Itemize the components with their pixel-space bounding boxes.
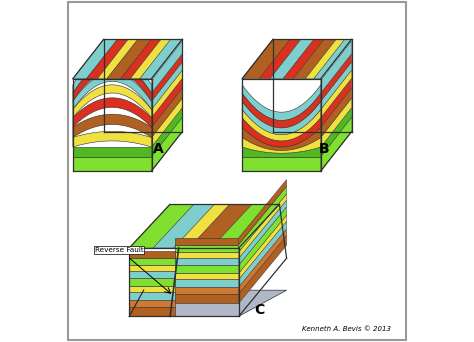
- Polygon shape: [242, 147, 321, 157]
- Polygon shape: [153, 205, 214, 248]
- Polygon shape: [239, 194, 287, 258]
- Polygon shape: [129, 307, 175, 316]
- Polygon shape: [175, 287, 239, 294]
- Polygon shape: [73, 73, 152, 109]
- Polygon shape: [239, 180, 287, 245]
- Polygon shape: [152, 108, 182, 157]
- Polygon shape: [175, 294, 239, 303]
- Polygon shape: [140, 39, 182, 79]
- Polygon shape: [73, 98, 152, 127]
- Polygon shape: [121, 39, 161, 79]
- Polygon shape: [239, 229, 287, 294]
- Polygon shape: [239, 186, 287, 252]
- Polygon shape: [129, 290, 287, 316]
- Polygon shape: [73, 53, 152, 93]
- Polygon shape: [270, 39, 314, 79]
- Polygon shape: [283, 39, 324, 79]
- Polygon shape: [152, 62, 182, 109]
- Polygon shape: [175, 265, 239, 273]
- Polygon shape: [321, 78, 352, 127]
- Polygon shape: [211, 205, 279, 248]
- Polygon shape: [242, 157, 321, 171]
- Polygon shape: [242, 101, 321, 135]
- Polygon shape: [175, 279, 239, 287]
- Polygon shape: [175, 252, 239, 258]
- Polygon shape: [175, 273, 239, 279]
- Polygon shape: [73, 114, 152, 137]
- Polygon shape: [314, 39, 352, 79]
- Polygon shape: [152, 98, 182, 147]
- Polygon shape: [242, 127, 321, 150]
- Polygon shape: [321, 108, 352, 157]
- Text: C: C: [254, 303, 264, 316]
- Polygon shape: [321, 41, 352, 93]
- Polygon shape: [129, 258, 175, 265]
- Text: B: B: [319, 142, 329, 156]
- Polygon shape: [321, 62, 352, 109]
- Polygon shape: [129, 205, 194, 248]
- Polygon shape: [175, 245, 239, 252]
- Polygon shape: [87, 39, 128, 79]
- Polygon shape: [129, 286, 175, 292]
- Polygon shape: [130, 39, 171, 79]
- Polygon shape: [174, 205, 230, 248]
- Polygon shape: [129, 271, 175, 278]
- Polygon shape: [242, 93, 321, 128]
- Polygon shape: [152, 70, 182, 118]
- Polygon shape: [321, 117, 352, 171]
- Text: Reverse Fault: Reverse Fault: [95, 247, 143, 253]
- Polygon shape: [73, 131, 152, 147]
- Polygon shape: [98, 39, 138, 79]
- Polygon shape: [321, 54, 352, 101]
- Polygon shape: [175, 258, 239, 265]
- Polygon shape: [129, 300, 175, 307]
- Polygon shape: [152, 117, 182, 171]
- Polygon shape: [242, 118, 321, 147]
- Polygon shape: [239, 236, 287, 303]
- Polygon shape: [129, 251, 175, 258]
- Polygon shape: [321, 70, 352, 118]
- Polygon shape: [321, 98, 352, 147]
- Polygon shape: [259, 39, 301, 79]
- Polygon shape: [242, 137, 321, 153]
- Polygon shape: [242, 39, 290, 79]
- Polygon shape: [305, 39, 345, 79]
- Polygon shape: [129, 278, 175, 286]
- Polygon shape: [293, 39, 336, 79]
- Polygon shape: [73, 39, 117, 79]
- Polygon shape: [239, 221, 287, 287]
- Polygon shape: [152, 54, 182, 101]
- Text: Kenneth A. Bevis © 2013: Kenneth A. Bevis © 2013: [302, 326, 391, 332]
- Polygon shape: [152, 78, 182, 127]
- Polygon shape: [73, 85, 152, 118]
- Polygon shape: [73, 147, 152, 157]
- Polygon shape: [152, 88, 182, 137]
- Polygon shape: [189, 205, 252, 248]
- Polygon shape: [129, 292, 175, 300]
- Polygon shape: [321, 88, 352, 137]
- Polygon shape: [242, 85, 321, 120]
- Polygon shape: [129, 265, 175, 271]
- Polygon shape: [242, 109, 321, 141]
- Polygon shape: [239, 207, 287, 273]
- Polygon shape: [73, 63, 152, 101]
- Text: A: A: [153, 142, 164, 156]
- Polygon shape: [239, 200, 287, 265]
- Polygon shape: [239, 215, 287, 279]
- Polygon shape: [107, 39, 152, 79]
- Polygon shape: [73, 157, 152, 171]
- Polygon shape: [175, 238, 239, 245]
- Polygon shape: [152, 41, 182, 93]
